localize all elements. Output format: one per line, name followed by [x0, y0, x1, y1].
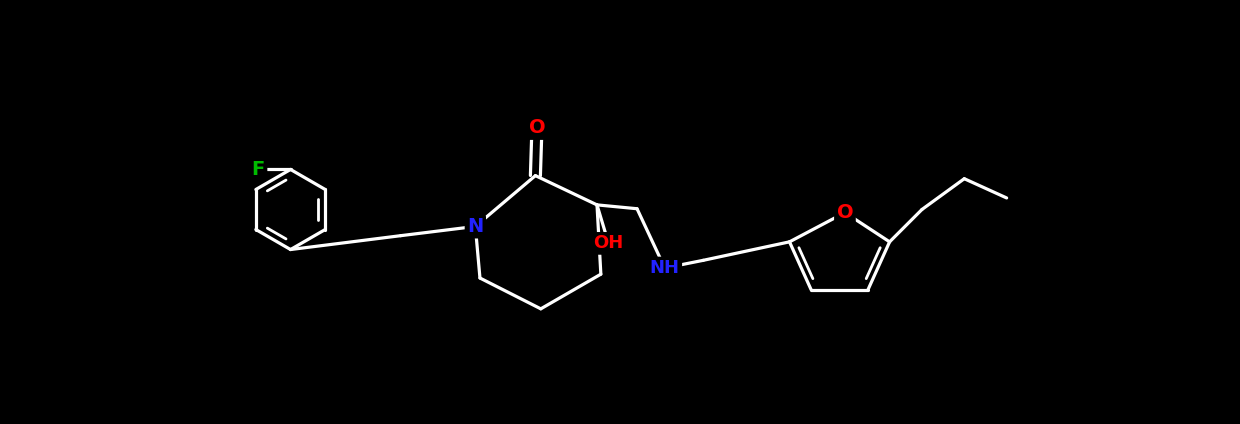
Text: N: N: [467, 217, 484, 236]
Text: O: O: [837, 203, 853, 222]
Text: NH: NH: [650, 259, 680, 277]
Text: OH: OH: [594, 234, 624, 252]
Text: F: F: [252, 160, 265, 179]
Text: O: O: [528, 118, 546, 137]
